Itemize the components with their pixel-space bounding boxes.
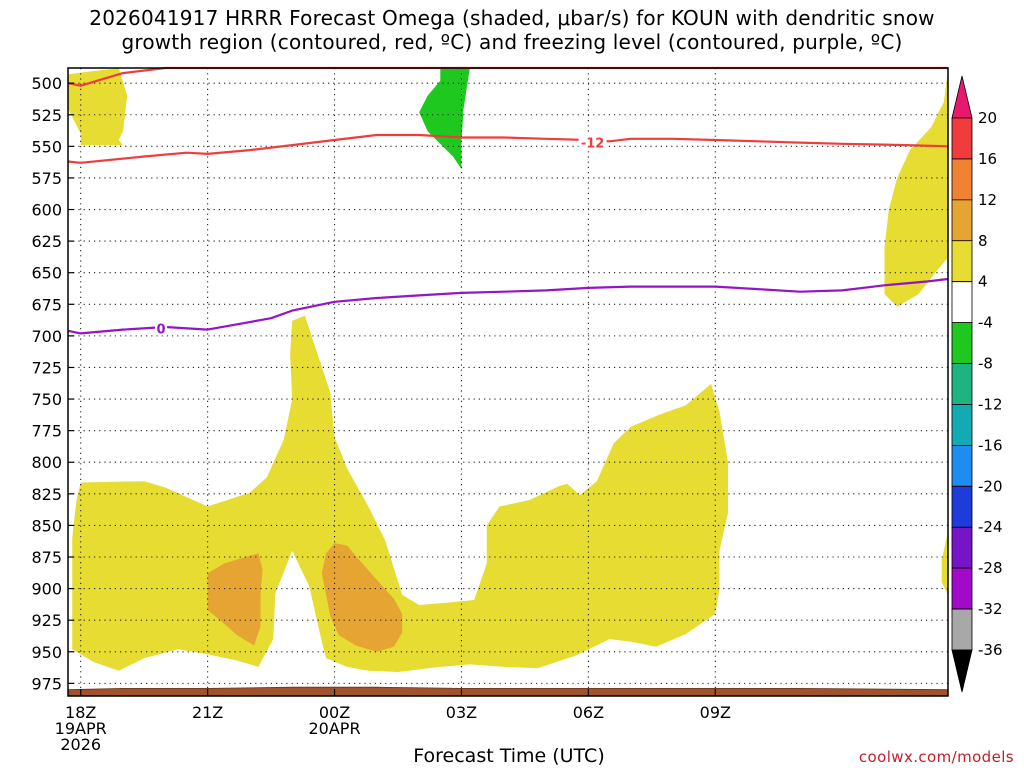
y-tick-label-850: 850 bbox=[31, 516, 62, 535]
omega-region-upper-left-4to8 bbox=[68, 68, 128, 146]
x-tick-label-21Z-0: 21Z bbox=[192, 703, 223, 722]
omega-region-lower-mid-8to12 bbox=[321, 543, 403, 652]
omega-region-right-4to8 bbox=[884, 70, 948, 307]
colorbar-label-11: -28 bbox=[978, 559, 1003, 577]
y-axis: 500 525 550 575 600 625 650 675 700 725 750 775 800 8… bbox=[31, 74, 74, 693]
y-tick-label-925: 925 bbox=[31, 611, 62, 630]
colorbar-label-2: 12 bbox=[978, 191, 997, 209]
omega-region-lower-left-8to12 bbox=[207, 553, 263, 646]
colorbar-label-7: -12 bbox=[978, 395, 1003, 413]
omega-shading-layer bbox=[68, 68, 948, 672]
y-tick-label-675: 675 bbox=[31, 295, 62, 314]
colorbar-label-10: -24 bbox=[978, 518, 1003, 536]
colorbar-swatch-4 bbox=[951, 240, 973, 283]
colorbar-label-8: -16 bbox=[978, 436, 1003, 454]
colorbar-label-9: -20 bbox=[978, 477, 1003, 495]
y-tick-label-875: 875 bbox=[31, 548, 62, 567]
colorbar-swatch-7 bbox=[951, 363, 973, 405]
contour-label-bg-freezing-level bbox=[155, 321, 168, 336]
colorbar-swatch-13 bbox=[951, 608, 973, 651]
x-tick-label-00Z-0: 00Z bbox=[319, 703, 350, 722]
colorbar-swatch-11 bbox=[951, 526, 973, 569]
colorbar-label-5: -4 bbox=[978, 314, 993, 332]
x-tick-label-06Z-0: 06Z bbox=[573, 703, 604, 722]
x-tick-label-18Z-0: 18Z bbox=[65, 703, 96, 722]
omega-region-upper-mid-neg4to8 bbox=[419, 68, 470, 170]
terrain-layer bbox=[67, 686, 949, 697]
colorbar-swatch-10 bbox=[951, 485, 973, 528]
y-tick-label-950: 950 bbox=[31, 643, 62, 662]
colorbar-label-13: -36 bbox=[978, 641, 1003, 659]
y-tick-label-900: 900 bbox=[31, 580, 62, 599]
colorbar-label-12: -32 bbox=[978, 600, 1003, 618]
contour-layer: -12 0 bbox=[67, 66, 949, 337]
contour-label-freezing-level: 0 bbox=[157, 322, 166, 337]
plot-frame bbox=[67, 67, 949, 697]
contour-dgz-bottom bbox=[67, 133, 949, 164]
chart-title-line-2: growth region (contoured, red, ºC) and f… bbox=[121, 30, 903, 54]
x-axis-label: Forecast Time (UTC) bbox=[413, 745, 605, 767]
colorbar-swatch-12 bbox=[951, 567, 973, 610]
x-tick-label-03Z-0: 03Z bbox=[446, 703, 477, 722]
colorbar-label-3: 8 bbox=[978, 232, 988, 250]
colorbar-swatch-2 bbox=[951, 158, 973, 201]
x-tick-label-18Z-2: 2026 bbox=[60, 735, 101, 754]
y-tick-label-650: 650 bbox=[31, 264, 62, 283]
colorbar-swatch-14 bbox=[951, 649, 973, 693]
colorbar-swatch-9 bbox=[951, 444, 973, 487]
contour-label-dgz-bottom: -12 bbox=[581, 137, 605, 152]
omega-region-right-edge-small-4to8 bbox=[941, 531, 948, 595]
colorbar-swatch-6 bbox=[951, 322, 973, 364]
y-tick-label-500: 500 bbox=[31, 74, 62, 93]
colorbar-swatch-3 bbox=[951, 199, 973, 242]
credit-text[interactable]: coolwx.com/models bbox=[858, 748, 1014, 766]
y-tick-label-975: 975 bbox=[31, 674, 62, 693]
x-tick-label-18Z-1: 19APR bbox=[55, 719, 107, 738]
chart-title-line-1: 2026041917 HRRR Forecast Omega (shaded, … bbox=[89, 6, 935, 30]
y-tick-label-575: 575 bbox=[31, 169, 62, 188]
colorbar-label-0: 20 bbox=[978, 109, 997, 127]
colorbar-swatch-5 bbox=[951, 281, 973, 324]
colorbar: 20 16 12 8 4 -4 -8 -12 -16 -20 -24 -28 -32 -36 bbox=[951, 75, 1003, 693]
y-tick-label-725: 725 bbox=[31, 358, 62, 377]
colorbar-label-1: 16 bbox=[978, 150, 997, 168]
y-tick-label-775: 775 bbox=[31, 422, 62, 441]
colorbar-label-4: 4 bbox=[978, 273, 988, 291]
y-tick-label-800: 800 bbox=[31, 453, 62, 472]
colorbar-label-6: -8 bbox=[978, 355, 993, 373]
contour-freezing-level bbox=[67, 277, 949, 335]
terrain-surface bbox=[67, 686, 949, 697]
y-tick-label-525: 525 bbox=[31, 106, 62, 125]
y-tick-label-625: 625 bbox=[31, 232, 62, 251]
grid-layer bbox=[68, 68, 948, 696]
y-tick-label-550: 550 bbox=[31, 137, 62, 156]
y-tick-label-750: 750 bbox=[31, 390, 62, 409]
contour-dgz-top bbox=[67, 66, 948, 87]
colorbar-swatch-0 bbox=[951, 75, 973, 119]
y-tick-label-700: 700 bbox=[31, 327, 62, 346]
x-tick-label-00Z-1: 20APR bbox=[308, 719, 360, 738]
y-tick-label-600: 600 bbox=[31, 201, 62, 220]
contour-label-bg-dgz-bottom bbox=[578, 135, 607, 150]
colorbar-swatch-8 bbox=[951, 404, 973, 446]
y-tick-label-825: 825 bbox=[31, 485, 62, 504]
colorbar-swatch-1 bbox=[951, 117, 973, 160]
x-tick-label-09Z-0: 09Z bbox=[700, 703, 731, 722]
chart-title: 2026041917 HRRR Forecast Omega (shaded, … bbox=[0, 6, 1024, 54]
